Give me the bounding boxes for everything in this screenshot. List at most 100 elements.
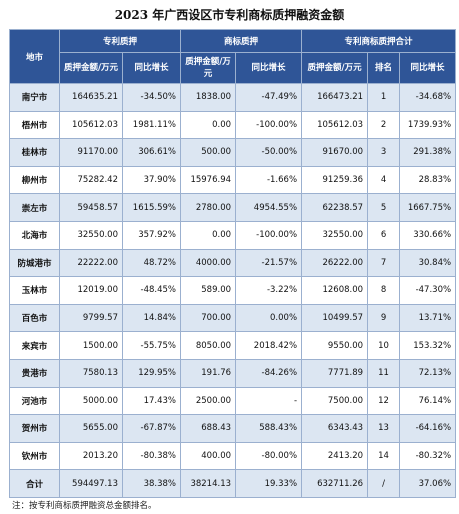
city-cell: 北海市 (9, 220, 60, 250)
value-cell: 17.43% (121, 386, 182, 416)
value-cell: 1981.11% (121, 110, 182, 140)
value-cell: 1838.00 (180, 83, 237, 112)
value-cell: 59458.57 (59, 193, 123, 222)
value-cell: 4000.00 (180, 248, 237, 278)
value-cell: 26222.00 (301, 248, 369, 278)
value-cell: 1667.75% (399, 193, 457, 222)
value-cell: -48.45% (121, 276, 182, 305)
value-cell: -47.49% (235, 83, 303, 112)
value-cell: 22222.00 (59, 248, 123, 278)
value-cell: 6 (367, 220, 401, 250)
table-row: 百色市 9799.57 14.84% 700.00 0.00% 10499.57 9 13.7… (9, 303, 457, 333)
table-row: 贵港市 7580.13 129.95% 191.76 -84.26% 7771.89 11 7… (9, 358, 457, 388)
value-cell: 7580.13 (59, 358, 123, 388)
value-cell: -34.68% (399, 83, 457, 112)
table-body: 南宁市 164635.21 -34.50% 1838.00 -47.49% 166473.… (9, 83, 457, 498)
value-cell: 5655.00 (59, 414, 123, 443)
value-cell: -55.75% (121, 331, 182, 360)
value-cell: -80.32% (399, 441, 457, 471)
value-cell: 91670.00 (301, 138, 369, 167)
value-cell: 76.14% (399, 386, 457, 416)
value-cell: 400.00 (180, 441, 237, 471)
value-cell: 0.00% (235, 303, 303, 333)
header-cell: 质押金额/万元 (59, 52, 123, 84)
value-cell: 2500.00 (180, 386, 237, 416)
value-cell: 330.66% (399, 220, 457, 250)
header-group: 商标质押 (180, 29, 303, 53)
value-cell: 2780.00 (180, 193, 237, 222)
value-cell: 19.33% (235, 469, 303, 498)
header-group: 专利商标质押合计 (301, 29, 457, 53)
value-cell: -21.57% (235, 248, 303, 278)
value-cell: 153.32% (399, 331, 457, 360)
city-cell: 梧州市 (9, 110, 60, 140)
value-cell: 594497.13 (59, 469, 123, 498)
value-cell: 2018.42% (235, 331, 303, 360)
table-row: 北海市 32550.00 357.92% 0.00 -100.00% 32550.00 6 3… (9, 220, 457, 250)
value-cell: 588.43% (235, 414, 303, 443)
table-row: 玉林市 12019.00 -48.45% 589.00 -3.22% 12608.00 8-… (9, 276, 457, 305)
city-cell: 合计 (9, 469, 60, 498)
value-cell: -64.16% (399, 414, 457, 443)
value-cell: 688.43 (180, 414, 237, 443)
header-row: 质押金额/万元 同比增长 质押金额/万元 同比增长 质押金额/万元 排名 同比增… (10, 52, 457, 84)
table-row: 崇左市 59458.57 1615.59% 2780.00 4954.55% 62238.… (9, 193, 457, 222)
header-cell: 排名 (367, 52, 401, 84)
value-cell: 9550.00 (301, 331, 369, 360)
value-cell: 8050.00 (180, 331, 237, 360)
value-cell: -3.22% (235, 276, 303, 305)
value-cell: 13 (367, 414, 401, 443)
value-cell: 129.95% (121, 358, 182, 388)
value-cell: 12019.00 (59, 276, 123, 305)
header-cell: 同比增长 (121, 52, 182, 84)
value-cell: 2013.20 (59, 441, 123, 471)
value-cell: 4 (367, 165, 401, 195)
value-cell: 1500.00 (59, 331, 123, 360)
value-cell: 2 (367, 110, 401, 140)
value-cell: 0.00 (180, 220, 237, 250)
value-cell: 37.06% (399, 469, 457, 498)
table-row: 桂林市 91170.00 306.61% 500.00 -50.00% 91670.00 3… (9, 138, 457, 167)
value-cell: 10 (367, 331, 401, 360)
table-row: 柳州市 75282.42 37.90% 15976.94 -1.66% 91259.36 4… (9, 165, 457, 195)
value-cell: 12 (367, 386, 401, 416)
value-cell: 32550.00 (301, 220, 369, 250)
value-cell: 91170.00 (59, 138, 123, 167)
header-cell: 同比增长 (399, 52, 457, 84)
value-cell: 105612.03 (301, 110, 369, 140)
city-cell: 崇左市 (9, 193, 60, 222)
table-row: 贺州市 5655.00 -67.87% 688.43 588.43% 6343.43 13-… (9, 414, 457, 443)
city-cell: 贺州市 (9, 414, 60, 443)
header-cell: 同比增长 (235, 52, 303, 84)
value-cell: 166473.21 (301, 83, 369, 112)
header-group: 专利质押 (58, 29, 182, 53)
value-cell: 5000.00 (59, 386, 123, 416)
value-cell: 632711.26 (301, 469, 369, 498)
value-cell: 0.00 (180, 110, 237, 140)
value-cell: -100.00% (235, 110, 303, 140)
value-cell: 1615.59% (121, 193, 182, 222)
value-cell: 6343.43 (301, 414, 369, 443)
value-cell: 75282.42 (59, 165, 123, 195)
value-cell: 62238.57 (301, 193, 369, 222)
value-cell: 500.00 (180, 138, 237, 167)
city-cell: 贵港市 (9, 358, 60, 388)
value-cell: 700.00 (180, 303, 237, 333)
value-cell: -80.00% (235, 441, 303, 471)
value-cell: 7771.89 (301, 358, 369, 388)
city-cell: 百色市 (9, 303, 60, 333)
table-row: 钦州市 2013.20 -80.38% 400.00 -80.00% 2413.20 14-… (9, 441, 457, 471)
value-cell: 38214.13 (180, 469, 237, 498)
city-cell: 桂林市 (9, 138, 60, 167)
header-cell: 质押金额/万元 (301, 52, 369, 84)
value-cell: 3 (367, 138, 401, 167)
value-cell: 32550.00 (59, 220, 123, 250)
value-cell: 72.13% (399, 358, 457, 388)
financing-table: 地市 专利质押 商标质押 专利商标质押合计 质押金额/万元 同比增长 质押金额/… (9, 29, 457, 498)
value-cell: 306.61% (121, 138, 182, 167)
city-cell: 河池市 (9, 386, 60, 416)
value-cell: 357.92% (121, 220, 182, 250)
value-cell: 91259.36 (301, 165, 369, 195)
table-row: 河池市 5000.00 17.43% 2500.00-7500.00 12 76.14% (9, 386, 457, 416)
